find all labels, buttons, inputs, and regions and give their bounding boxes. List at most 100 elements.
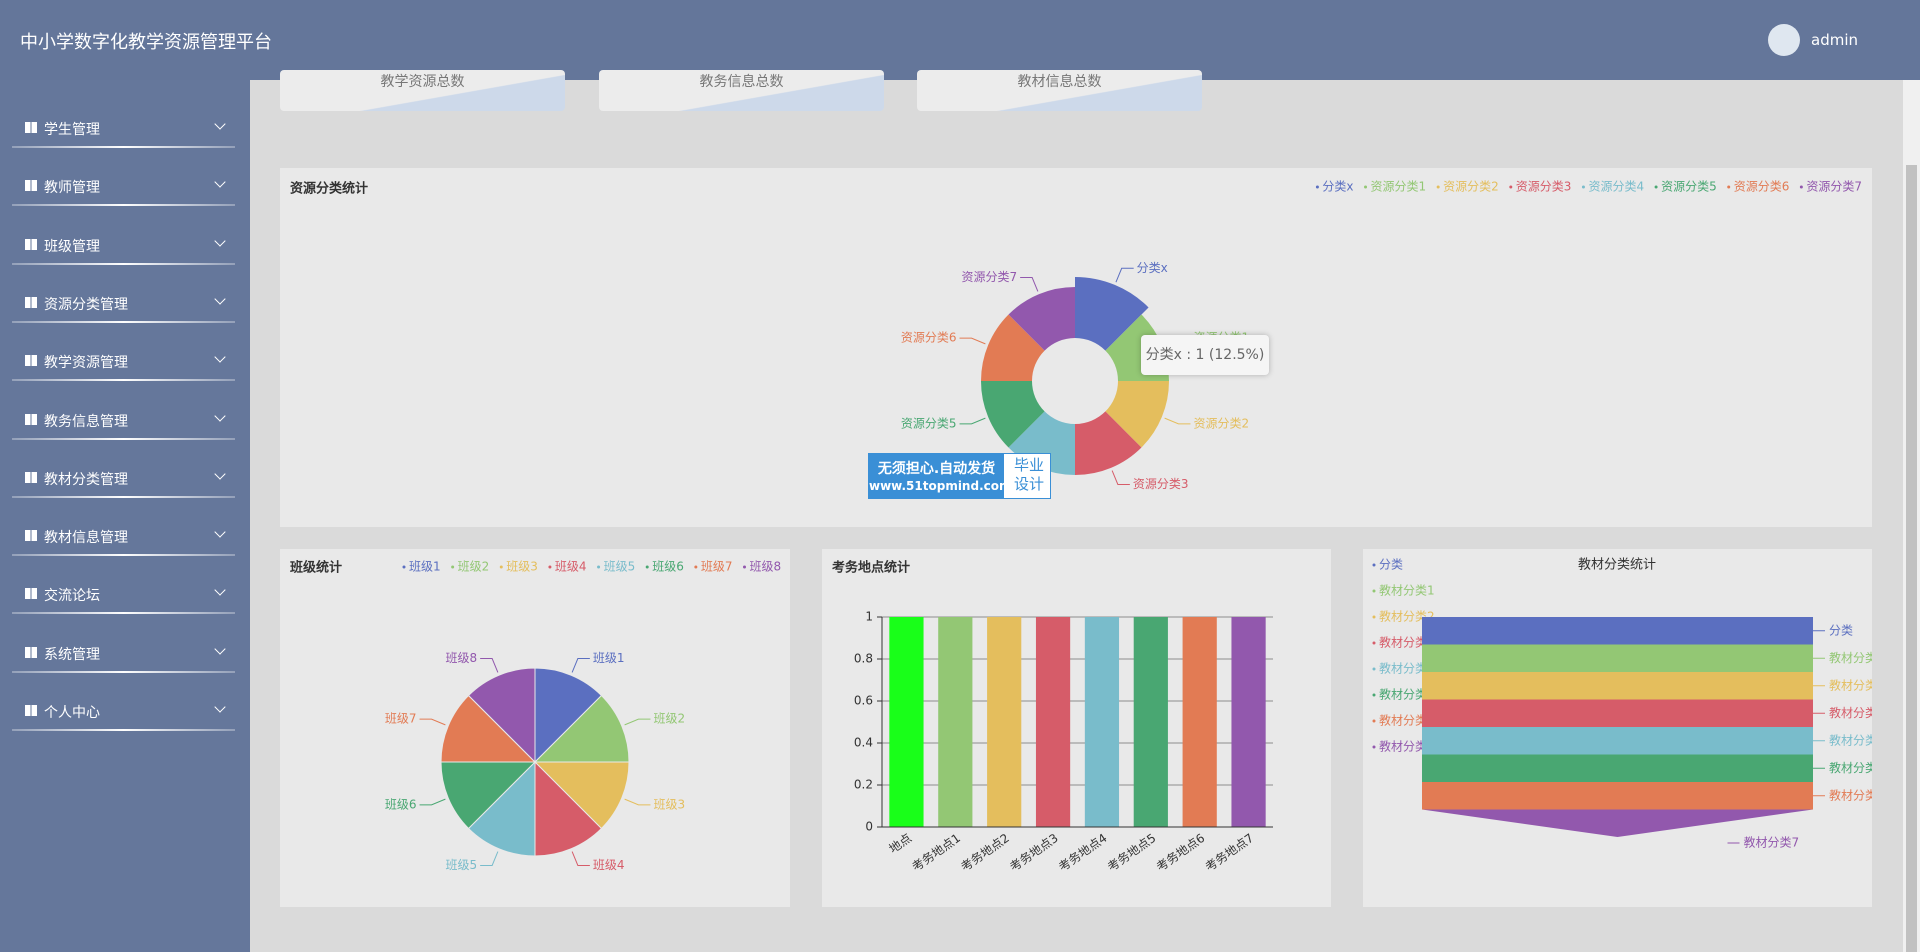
header: 中小学数字化教学资源管理平台 admin <box>0 0 1920 80</box>
stat-card: 教材信息总数 <box>917 70 1202 111</box>
slice-label: 资源分类3 <box>1133 477 1189 491</box>
menu-icon <box>25 296 37 308</box>
segment-label: 教材分类4 <box>1829 732 1885 747</box>
menu-item[interactable]: 教材信息管理 <box>0 516 250 557</box>
legend-label: 教材分类2 <box>1379 609 1435 624</box>
avatar[interactable] <box>1768 24 1800 56</box>
slice-label: 资源分类6 <box>901 331 957 345</box>
label-line <box>1115 267 1134 283</box>
badge-text: 毕业 <box>1013 456 1044 474</box>
legend-dot <box>1364 185 1368 189</box>
chart-title: 资源分类统计 <box>290 181 368 197</box>
slice <box>467 760 536 857</box>
legend-dot <box>1372 615 1376 619</box>
x-tick-label: 考务地点7 <box>1202 830 1256 874</box>
scroll-thumb[interactable] <box>1906 165 1917 952</box>
segment-label: 教材分类6 <box>1829 787 1885 802</box>
menu-label: 教材分类管理 <box>44 471 128 488</box>
bar <box>1182 617 1217 827</box>
y-tick-label: 0 <box>865 820 873 834</box>
legend-label: 资源分类1 <box>1371 180 1427 194</box>
menu-item[interactable]: 班级管理 <box>0 225 250 265</box>
bar <box>987 617 1022 827</box>
legend-dot <box>1372 589 1376 593</box>
stat-card: 教务信息总数 <box>599 70 884 111</box>
menu-icon <box>25 122 37 133</box>
y-tick-label: 1 <box>865 610 873 624</box>
label-line <box>1111 470 1130 485</box>
legend-dot <box>694 565 698 569</box>
legend-label: 教材分类1 <box>1379 583 1435 598</box>
slice-label: 班级8 <box>445 651 477 665</box>
legend: 班级1 班级2 班级3 班级4 班级5 班级6 班级7 班级8 <box>402 560 781 574</box>
legend-label: 教材分类6 <box>1379 713 1435 728</box>
menu-item[interactable]: 教务信息管理 <box>0 400 250 440</box>
watermark-left: 无须担心.自动发货 www.51topmind.com <box>869 454 1012 498</box>
label-line <box>480 851 499 866</box>
menu-icon <box>25 705 37 716</box>
badge-text: 设计 <box>1013 475 1044 493</box>
legend-dot <box>1509 185 1513 189</box>
menu-item[interactable]: 个人中心 <box>0 691 250 731</box>
slice-label: 班级6 <box>385 797 417 811</box>
menu-label: 系统管理 <box>44 646 100 663</box>
watermark-url: www.51topmind.com <box>869 479 1012 493</box>
bar <box>1231 617 1266 827</box>
funnel-segment <box>1422 644 1813 672</box>
menu-item[interactable]: 学生管理 <box>0 108 250 148</box>
y-tick-label: 0.4 <box>854 736 873 750</box>
menu-item[interactable]: 教学资源管理 <box>0 341 250 382</box>
slice-label: 分类x <box>1137 261 1168 275</box>
legend-label: 分类x <box>1322 180 1353 194</box>
menu-item[interactable]: 教材分类管理 <box>0 458 250 498</box>
label-line <box>624 718 651 726</box>
legend-label: 资源分类4 <box>1588 180 1644 194</box>
menu-item[interactable]: 系统管理 <box>0 633 250 673</box>
menu-label: 班级管理 <box>44 238 100 255</box>
segment-label: 分类 <box>1829 623 1853 637</box>
legend-dot <box>1372 563 1376 567</box>
separator <box>12 262 235 265</box>
legend: 分类x 资源分类1 资源分类2 资源分类3 资源分类4 资源分类5 资源分类6 资源分类7 <box>1315 180 1862 194</box>
bar <box>938 617 973 827</box>
slice <box>981 381 1045 448</box>
legend-dot <box>499 565 503 569</box>
x-tick-label: 考务地点4 <box>1055 830 1109 874</box>
legend-label: 教材分类4 <box>1379 661 1435 676</box>
legend-label: 教材分类7 <box>1379 739 1435 754</box>
menu-item[interactable]: 教师管理 <box>0 166 250 207</box>
slice-label: 资源分类2 <box>1193 416 1249 430</box>
legend-dot <box>1436 185 1440 189</box>
menu-item[interactable]: 交流论坛 <box>0 574 250 615</box>
label-line <box>624 798 651 806</box>
y-tick-label: 0.8 <box>854 652 873 666</box>
legend-label: 班级8 <box>749 560 781 574</box>
legend-dot <box>1315 185 1319 189</box>
menu-item[interactable]: 资源分类管理 <box>0 283 250 323</box>
x-tick-label: 考务地点1 <box>909 830 963 874</box>
label-line <box>959 417 986 425</box>
tooltip: 分类x : 1 (12.5%) <box>1141 335 1269 375</box>
sidebar: 学生管理教师管理班级管理资源分类管理 教学资源管理 教务信息管理教材分类管理教材信息… <box>0 80 250 952</box>
menu-icon <box>25 471 37 483</box>
x-tick-label: 考务地点3 <box>1007 830 1061 874</box>
segment-label: 教材分类7 <box>1744 835 1800 850</box>
separator <box>12 146 235 148</box>
legend-dot <box>1727 185 1731 189</box>
username[interactable]: admin <box>1811 31 1858 49</box>
separator <box>12 379 235 382</box>
legend-label: 教材分类5 <box>1379 687 1435 702</box>
bar <box>1035 617 1071 827</box>
legend-label: 教材分类3 <box>1379 635 1435 650</box>
legend-label: 资源分类6 <box>1734 180 1790 194</box>
legend-label: 班级7 <box>701 560 733 574</box>
watermark-badge: 毕业 设计 <box>1009 456 1049 494</box>
separator <box>12 320 235 323</box>
app-title: 中小学数字化教学资源管理平台 <box>20 32 272 53</box>
x-tick-label: 考务地点2 <box>958 830 1012 874</box>
legend-label: 班级1 <box>409 560 441 574</box>
legend-label: 班级2 <box>458 560 490 574</box>
funnel-segment <box>1422 782 1813 810</box>
menu-label: 教师管理 <box>44 180 100 197</box>
